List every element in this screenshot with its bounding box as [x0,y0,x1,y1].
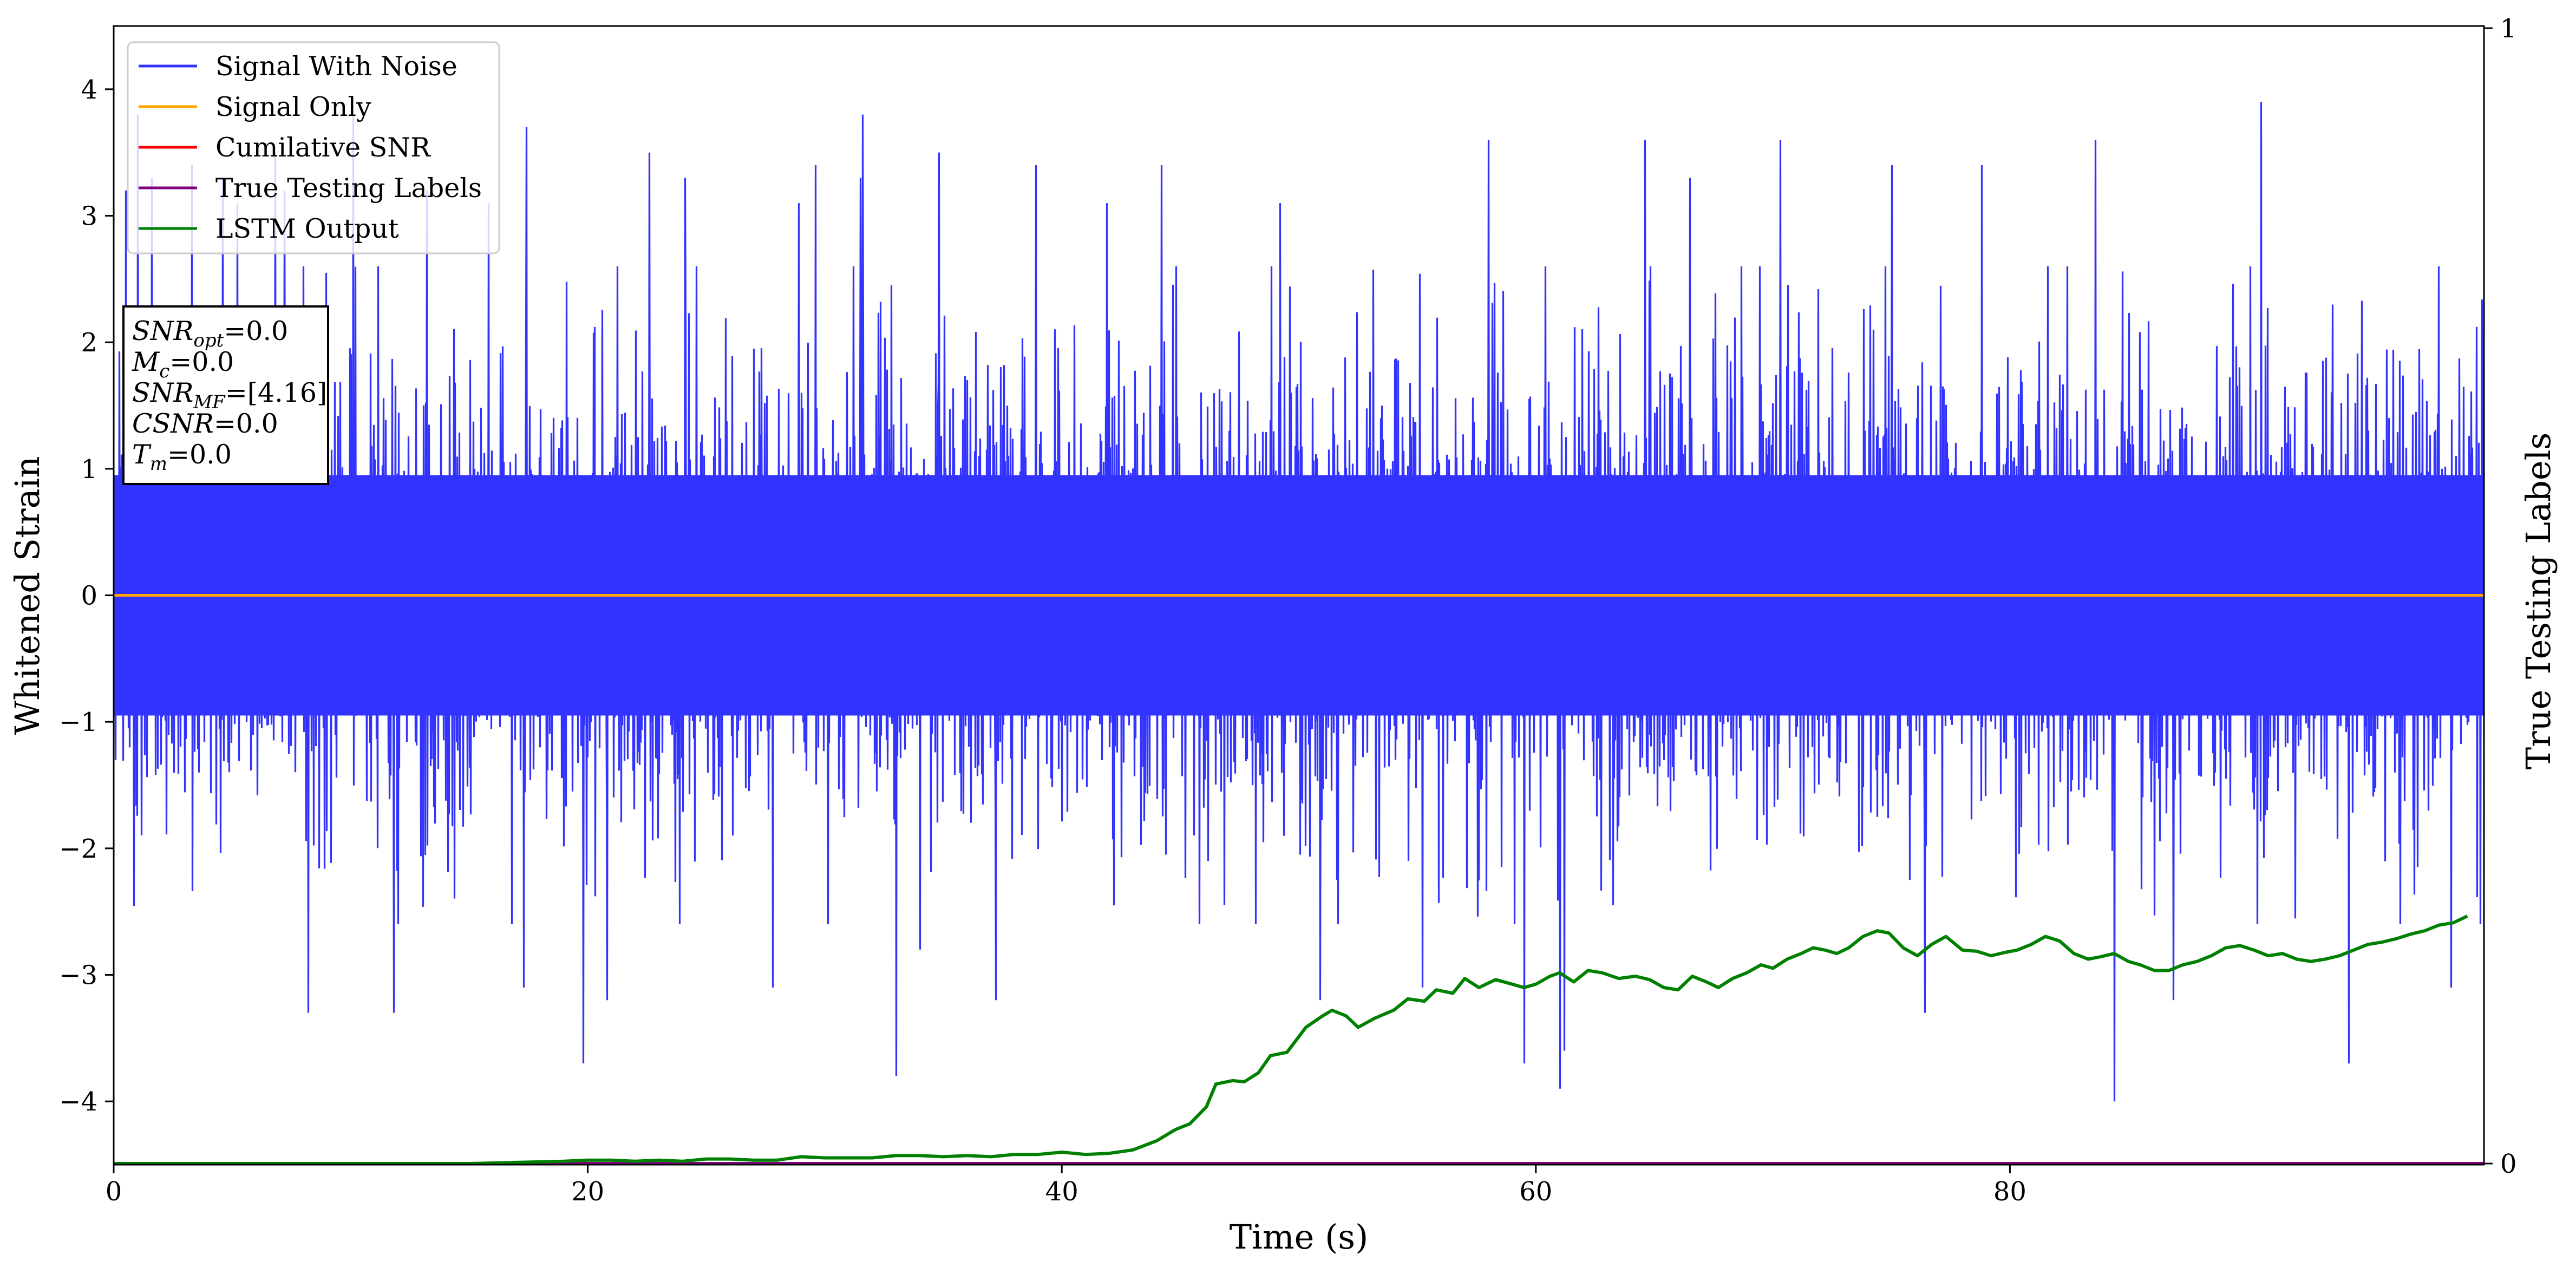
y-tick-label: 3 [81,201,97,232]
y-axis-right: 01 [2484,14,2517,1179]
info-subscript: c [159,361,169,382]
y-tick-label: 1 [81,454,97,485]
x-tick-label: 20 [571,1177,604,1207]
y-tick-label: 2 [81,328,97,358]
info-line: Tm=0.0 [132,439,232,475]
info-value: =[4.16] [225,377,327,408]
info-line: Mc=0.0 [132,347,234,382]
legend-label: Cumilative SNR [215,132,431,163]
info-subscript: m [150,453,167,475]
x-tick-label: 0 [106,1177,122,1207]
y-tick-label: 0 [81,581,97,611]
y-tick-label: −3 [59,961,97,991]
x-tick-label: 80 [1993,1177,2026,1207]
x-tick-label: 60 [1519,1177,1552,1207]
x-tick-label: 40 [1045,1177,1078,1207]
info-box-frame [122,305,329,485]
info-line: CSNR=0.0 [132,408,278,439]
info-symbol: SNR [132,316,193,347]
info-value: =0.0 [169,347,234,377]
lstm-output-line [114,914,2468,1165]
y-tick-label: 4 [81,75,97,105]
info-subscript: MF [193,391,226,413]
y-tick-label: −4 [59,1087,97,1117]
info-symbol: SNR [132,377,193,408]
legend-label: Signal With Noise [215,51,457,82]
y-axis-left: −4 −3 −2 −1 0 1 2 3 4 [59,75,114,1117]
legend: Signal With Noise Signal Only Cumilative S… [127,41,500,254]
legend-label: LSTM Output [215,213,399,244]
info-symbol: M [132,347,160,377]
x-axis: 0 20 40 60 80 [106,1165,2026,1207]
y2-axis-title: True Testing Labels [2519,433,2558,770]
info-subscript: opt [193,330,224,351]
info-symbol: T [132,439,152,470]
y-axis-title: Whitened Strain [8,456,47,735]
info-value: =0.0 [224,316,288,347]
info-line: SNRopt=0.0 [132,316,288,351]
y2-tick-label: 0 [2500,1149,2517,1179]
legend-label: Signal Only [215,92,371,122]
parameter-info-box: SNRopt=0.0Mc=0.0SNRMF=[4.16]CSNR=0.0Tm=0… [122,305,329,485]
series-layer [114,102,2484,1165]
y2-tick-label: 1 [2500,14,2517,44]
legend-label: True Testing Labels [215,173,482,204]
legend-box [127,41,500,254]
info-value: =0.0 [167,439,232,470]
info-value: =0.0 [214,408,278,439]
y-tick-label: −1 [59,707,97,737]
y-tick-label: −2 [59,834,97,864]
x-axis-title: Time (s) [1230,1217,1369,1257]
info-line: SNRMF=[4.16] [132,377,327,413]
info-symbol: CSNR [132,408,214,439]
